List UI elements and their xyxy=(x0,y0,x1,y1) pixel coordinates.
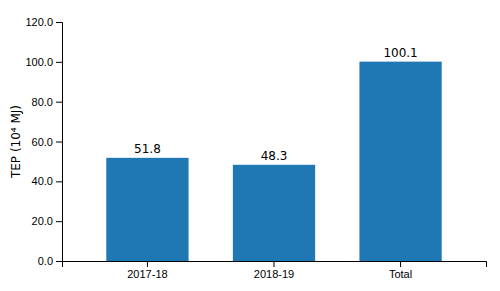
x-axis-line xyxy=(63,262,487,268)
y-tick-label: 100.0 xyxy=(25,56,53,68)
y-tick: 60.0 xyxy=(32,136,62,148)
x-tick-mark xyxy=(400,261,401,267)
y-tick-mark xyxy=(56,22,62,23)
y-tick: 80.0 xyxy=(32,96,62,108)
y-tick: 120.0 xyxy=(25,16,62,28)
y-tick: 0.0 xyxy=(38,255,62,267)
y-tick-mark xyxy=(56,102,62,103)
data-label: 48.3 xyxy=(261,149,288,163)
bar xyxy=(359,62,441,261)
chart: 2017-18 2018-19 Total 0.0 20.0 40.0 60.0 80.0 10… xyxy=(0,0,500,291)
x-tick-label: Total xyxy=(389,268,412,280)
data-labels: 51.8 48.3 100.1 xyxy=(134,46,418,163)
x-tick: 2018-19 xyxy=(254,261,294,280)
bar xyxy=(233,165,315,261)
y-tick-label: 60.0 xyxy=(32,136,53,148)
y-axis: 0.0 20.0 40.0 60.0 80.0 100.0 120.0 xyxy=(25,16,62,267)
data-label: 51.8 xyxy=(134,142,161,156)
x-axis: 2017-18 2018-19 Total xyxy=(63,261,487,280)
y-tick: 100.0 xyxy=(25,56,62,68)
y-tick-label: 80.0 xyxy=(32,96,53,108)
y-axis-line xyxy=(56,23,63,262)
data-label: 100.1 xyxy=(383,46,417,60)
y-tick-label: 0.0 xyxy=(38,255,53,267)
y-tick-mark xyxy=(56,261,62,262)
bar xyxy=(106,158,188,261)
y-tick: 40.0 xyxy=(32,175,62,187)
x-tick: Total xyxy=(389,261,412,280)
y-tick: 20.0 xyxy=(32,215,62,227)
x-tick-mark xyxy=(147,261,148,267)
x-tick-label: 2018-19 xyxy=(254,268,294,280)
y-tick-label: 120.0 xyxy=(25,16,53,28)
bars xyxy=(106,62,441,261)
y-tick-mark xyxy=(56,181,62,182)
plot: 2017-18 2018-19 Total 0.0 20.0 40.0 60.0 80.0 10… xyxy=(25,16,486,280)
x-tick-label: 2017-18 xyxy=(127,268,167,280)
y-tick-mark xyxy=(56,62,62,63)
y-tick-mark xyxy=(56,221,62,222)
y-axis-title: TEP (10⁴ MJ) xyxy=(9,105,23,179)
y-tick-mark xyxy=(56,142,62,143)
y-tick-label: 20.0 xyxy=(32,215,53,227)
x-tick-mark xyxy=(274,261,275,267)
y-tick-label: 40.0 xyxy=(32,175,53,187)
x-tick: 2017-18 xyxy=(127,261,167,280)
